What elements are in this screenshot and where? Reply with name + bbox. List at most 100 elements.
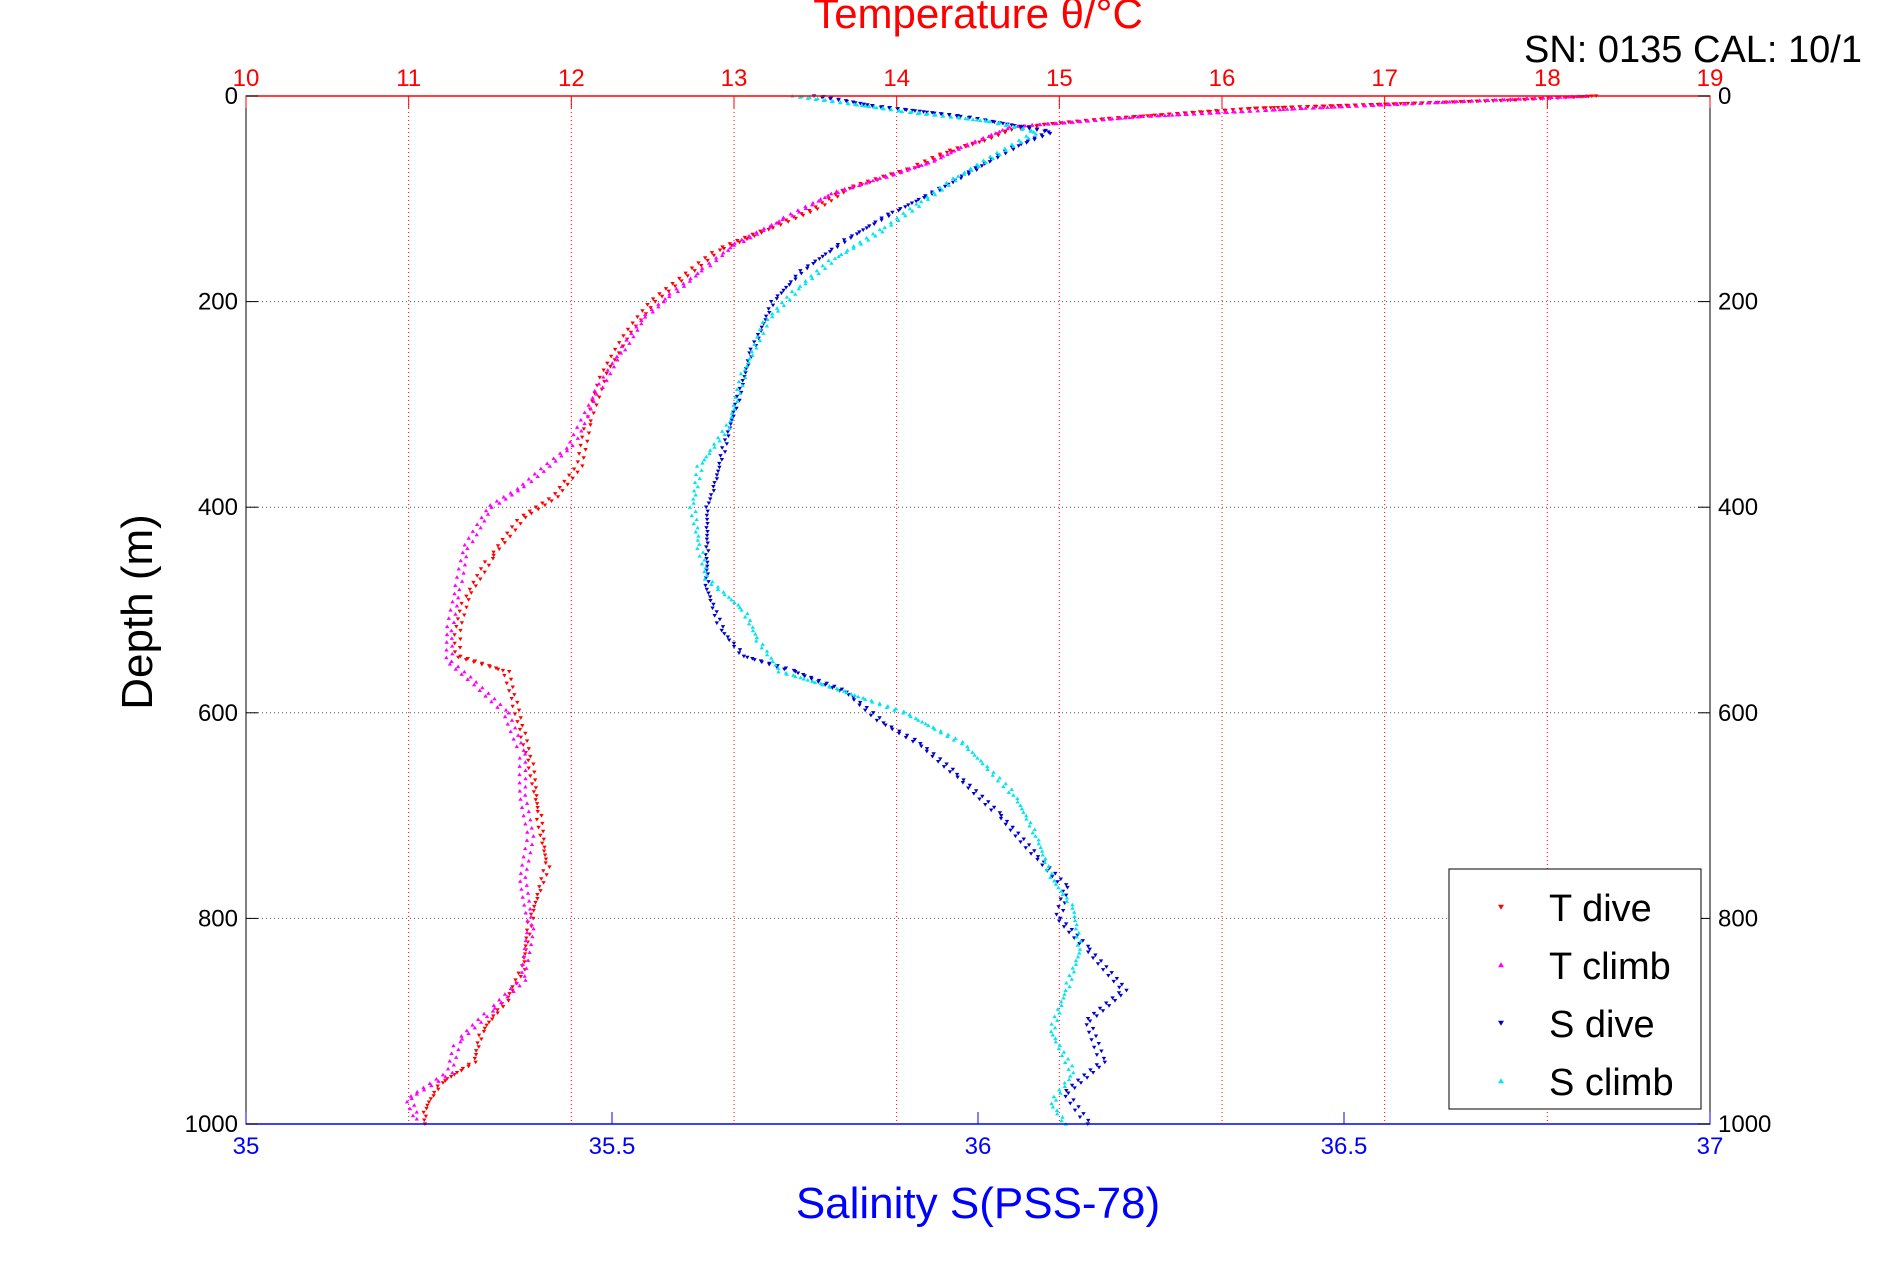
chart-title: Temperature θ/°C	[813, 0, 1143, 37]
data-point	[1057, 1087, 1062, 1092]
data-point	[581, 456, 586, 460]
data-point	[526, 766, 531, 771]
data-point	[687, 505, 693, 509]
data-point	[818, 197, 823, 201]
data-point	[882, 225, 887, 229]
data-point	[541, 469, 547, 473]
data-point	[449, 628, 454, 633]
data-point	[447, 1059, 452, 1063]
data-point	[612, 358, 617, 362]
data-point	[524, 928, 530, 933]
series-s-climb	[687, 94, 1084, 1126]
data-point	[995, 121, 1000, 126]
data-point	[459, 1034, 464, 1038]
data-point	[456, 655, 461, 660]
data-point	[670, 281, 675, 286]
data-point	[1207, 110, 1213, 114]
data-point	[476, 1045, 481, 1049]
data-point	[693, 472, 699, 476]
data-point	[497, 547, 502, 552]
data-point	[575, 470, 580, 475]
data-point	[1034, 128, 1040, 132]
data-point	[1003, 781, 1008, 786]
data-point	[870, 231, 876, 236]
data-point	[724, 422, 729, 427]
data-point	[976, 164, 981, 169]
data-point	[775, 294, 780, 298]
data-point	[471, 660, 477, 665]
data-point	[924, 161, 929, 165]
data-point	[1346, 104, 1351, 109]
data-point	[458, 628, 463, 633]
data-point	[483, 508, 489, 513]
data-point	[453, 583, 458, 587]
data-point	[880, 174, 886, 179]
data-point	[570, 443, 575, 448]
data-point	[890, 727, 895, 732]
data-point	[947, 148, 953, 153]
data-point	[699, 268, 704, 273]
data-point	[1019, 125, 1025, 130]
data-point	[1006, 790, 1012, 794]
data-point	[970, 117, 976, 122]
data-point	[521, 854, 526, 859]
data-point	[848, 691, 854, 696]
data-point	[522, 960, 527, 964]
data-point	[1089, 1038, 1094, 1042]
data-point	[705, 509, 710, 514]
data-point	[1011, 125, 1016, 129]
data-point	[945, 152, 950, 156]
data-point	[985, 764, 990, 769]
data-point	[1059, 889, 1064, 893]
data-point	[1060, 892, 1065, 897]
data-point	[491, 550, 496, 555]
data-point	[1015, 799, 1020, 804]
data-point	[864, 226, 869, 231]
data-point	[786, 220, 791, 224]
data-point	[998, 816, 1004, 821]
data-point	[605, 368, 610, 372]
data-point	[515, 700, 520, 705]
data-point	[435, 1084, 440, 1089]
data-point	[829, 247, 834, 252]
data-point	[825, 193, 831, 198]
data-point	[966, 786, 971, 791]
data-point	[748, 347, 753, 352]
data-point	[1554, 95, 1560, 99]
data-point	[495, 705, 500, 709]
data-point	[986, 134, 991, 138]
data-point	[987, 119, 992, 124]
data-point	[860, 695, 866, 700]
data-point	[1067, 984, 1072, 989]
data-point	[851, 246, 856, 250]
data-point	[691, 496, 696, 501]
data-point	[778, 223, 783, 227]
data-point	[779, 291, 784, 296]
data-point	[1027, 126, 1032, 131]
data-point	[515, 733, 521, 737]
data-point	[839, 252, 844, 256]
data-point	[520, 724, 525, 728]
data-point	[997, 152, 1002, 157]
data-point	[507, 534, 513, 539]
data-point	[426, 1100, 432, 1105]
data-point	[1104, 965, 1109, 969]
data-point	[1096, 1041, 1101, 1046]
data-point	[1056, 885, 1061, 890]
data-point	[916, 197, 921, 202]
data-point	[1073, 962, 1079, 966]
data-point	[1540, 96, 1545, 100]
data-point	[1191, 111, 1197, 116]
data-point	[510, 685, 515, 690]
data-point	[764, 323, 770, 328]
data-point	[1047, 131, 1053, 136]
data-point	[1114, 976, 1120, 981]
data-point	[830, 686, 835, 690]
data-point	[1447, 99, 1452, 104]
data-point	[522, 974, 527, 978]
data-point	[1024, 141, 1029, 145]
data-point	[455, 664, 461, 669]
data-point	[553, 492, 558, 496]
data-point	[1024, 813, 1029, 818]
data-point	[898, 170, 904, 174]
